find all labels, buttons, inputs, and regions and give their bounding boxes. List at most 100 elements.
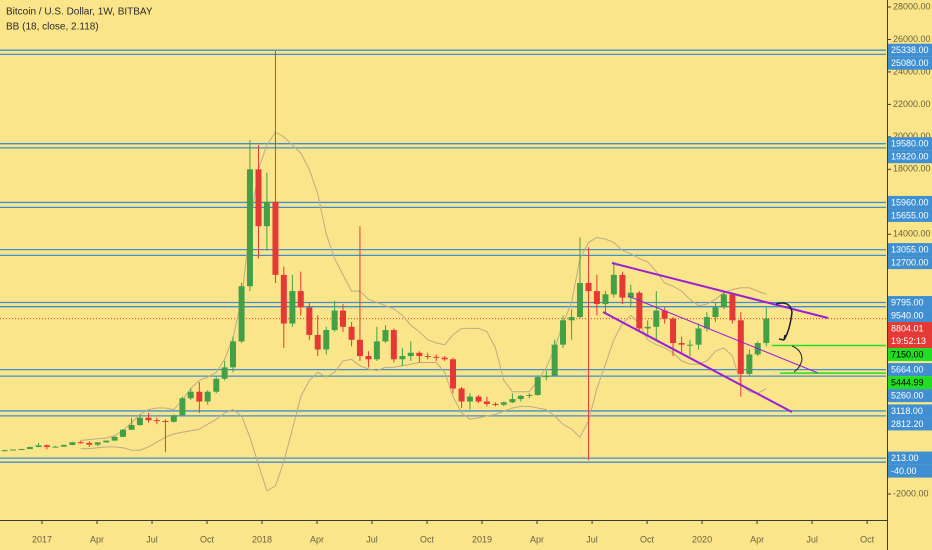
candle-body [196, 391, 203, 402]
price-label: 213.00 [891, 453, 919, 463]
chart-title: Bitcoin / U.S. Dollar, 1W, BITBAY [6, 7, 153, 18]
y-tick-label: 20000.00 [893, 131, 931, 141]
candle-body [661, 310, 668, 319]
candle-body [246, 169, 253, 287]
candle-body [314, 334, 321, 350]
trend-line [602, 311, 793, 413]
price-label: 12700.00 [891, 257, 929, 267]
drawings [602, 262, 829, 413]
candle-body [43, 445, 50, 447]
candle-body [365, 356, 372, 360]
candle-body [636, 292, 643, 329]
candle-body [466, 396, 473, 402]
candle-body [35, 445, 42, 447]
candle-body [720, 294, 727, 308]
candle-body [272, 201, 279, 275]
price-label: 5444.99 [891, 377, 924, 387]
candle-body [534, 377, 541, 395]
price-label-box [888, 208, 932, 222]
candle-body [162, 420, 169, 422]
price-label-box [888, 43, 932, 57]
price-label-box [888, 389, 932, 403]
candle-body [416, 352, 423, 357]
candle-body [255, 169, 262, 227]
candle-body [441, 357, 448, 360]
price-label-box [888, 309, 932, 323]
x-tick-label: 2019 [472, 534, 492, 544]
candle-body [340, 310, 347, 327]
candle-body [517, 395, 524, 400]
candle-body [213, 378, 220, 392]
x-tick-label: Apr [310, 534, 324, 544]
candle-body [1, 450, 8, 452]
price-label-box [888, 404, 932, 418]
candle-body [627, 292, 634, 298]
arrow [775, 302, 793, 341]
candle-body [424, 356, 431, 358]
arrow [791, 345, 803, 373]
candle-body [221, 367, 228, 379]
candle-body [712, 307, 719, 318]
price-label: 5260.00 [891, 390, 924, 400]
candle-body [653, 310, 660, 327]
candle-body [204, 391, 211, 402]
x-tick-label: Jul [366, 534, 378, 544]
price-label-box [888, 376, 932, 390]
candle-body [763, 318, 770, 344]
price-label: 19320.00 [891, 152, 929, 162]
candle-body [703, 317, 710, 329]
x-tick-label: Jul [586, 534, 598, 544]
candle-body [576, 282, 583, 318]
price-label-box [888, 451, 932, 465]
countdown: 19:52:13 [891, 336, 926, 346]
price-label: 9540.00 [891, 310, 924, 320]
candle-body [323, 330, 330, 350]
candle-body [356, 339, 363, 357]
y-tick-label: 22000.00 [893, 99, 931, 109]
candle-body [602, 294, 609, 305]
candle-body [678, 343, 685, 345]
price-label-box [888, 56, 932, 70]
candle-body [450, 359, 457, 389]
price-label-box [888, 150, 932, 164]
price-label: 13055.00 [891, 244, 929, 254]
candle-body [373, 341, 380, 360]
candle-body [170, 415, 177, 422]
candle-body [52, 446, 59, 448]
price-label: 3118.00 [891, 406, 923, 416]
plot-area [0, 49, 886, 492]
candle-body [458, 388, 465, 402]
candle-body [297, 291, 304, 308]
indicator-label: BB (18, close, 2.118) [6, 22, 99, 33]
y-tick-label: 24000.00 [893, 66, 931, 76]
trend-line [627, 295, 819, 374]
arrow-head [778, 334, 786, 341]
candle-body [543, 375, 550, 378]
candle-body [94, 442, 101, 445]
candle-body [18, 449, 25, 451]
candle-body [475, 396, 482, 402]
x-tick-label: 2017 [32, 534, 52, 544]
price-label: 15655.00 [891, 210, 929, 220]
candle-body [729, 294, 736, 321]
candle-body [69, 442, 76, 445]
candle-body [77, 442, 84, 444]
candle-body [399, 356, 406, 360]
price-label-box [888, 417, 932, 431]
candle-body [568, 317, 575, 321]
price-label: 19580.00 [891, 139, 929, 149]
price-label: 9795.00 [891, 297, 924, 307]
candle-body [382, 330, 389, 342]
candle-body [229, 341, 236, 368]
candle-body [145, 417, 152, 421]
candle-body [695, 328, 702, 345]
x-tick-label: Oct [860, 534, 875, 544]
price-label: 25080.00 [891, 58, 929, 68]
candle-body [153, 420, 160, 422]
candle-body [179, 398, 186, 416]
x-tick-label: Oct [640, 534, 655, 544]
candle-body [483, 401, 490, 404]
price-label-box [888, 195, 932, 209]
